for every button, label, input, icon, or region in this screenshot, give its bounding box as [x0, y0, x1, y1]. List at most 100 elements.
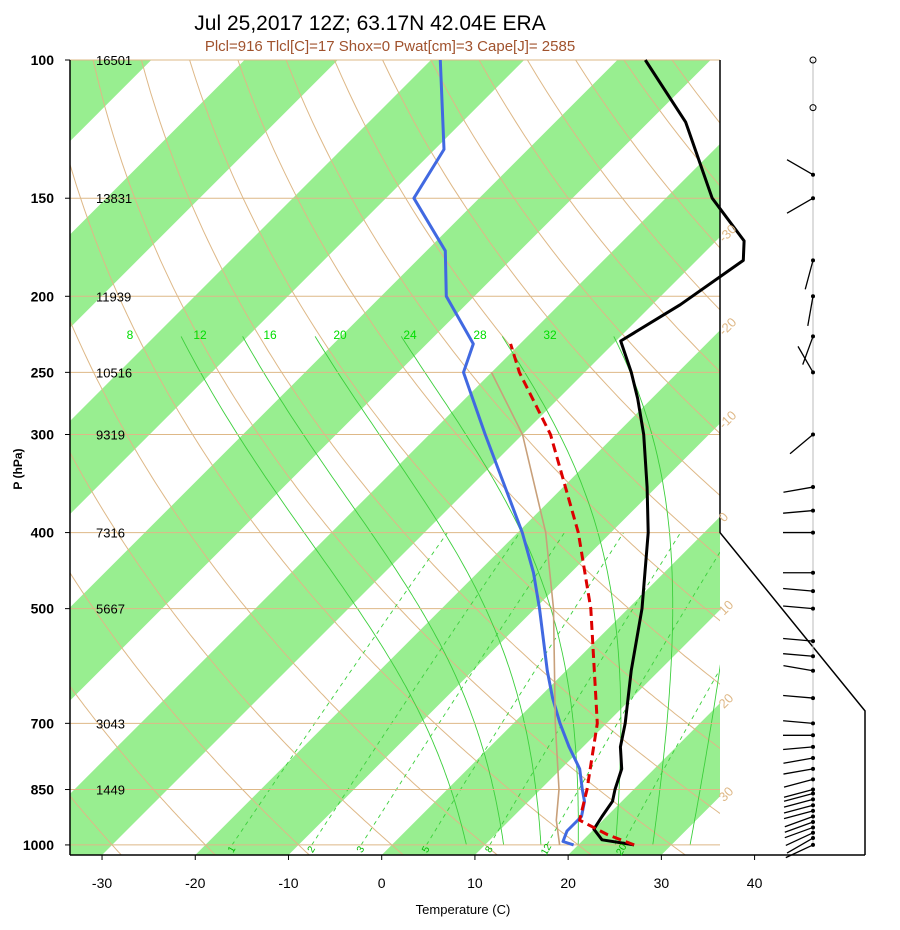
wind-barb — [783, 788, 814, 798]
mixing-ratio-label: 8 — [483, 844, 496, 855]
wind-barb — [785, 832, 814, 847]
wind-barb-dot — [811, 530, 815, 535]
y-tick-label: 150 — [31, 190, 55, 206]
moist-adiabat-lines — [180, 336, 720, 846]
moist-adiabat-label: 28 — [473, 328, 487, 342]
dry-adiabat — [755, 43, 900, 862]
dry-adiabat — [92, 60, 687, 855]
wind-barb — [783, 804, 814, 814]
right-outline — [719, 60, 866, 855]
moist-adiabat — [314, 336, 542, 845]
wind-barb-dot — [811, 196, 815, 201]
height-label: 11939 — [96, 289, 131, 304]
y-tick-label: 700 — [31, 715, 55, 731]
moist-adiabat — [689, 664, 720, 845]
moist-adiabat-label: 20 — [333, 328, 347, 342]
wind-barb-dot — [811, 777, 815, 782]
x-tick-label: -10 — [278, 875, 298, 891]
green-band — [568, 703, 720, 855]
dry-adiabat — [70, 795, 122, 855]
wind-barb — [783, 605, 814, 610]
wind-barb-dot — [811, 258, 815, 263]
dry-adiabat — [719, 60, 720, 61]
wind-barb — [783, 664, 814, 672]
dry-adiabat — [189, 60, 720, 749]
wind-barb — [783, 486, 814, 493]
moist-adiabat — [613, 336, 674, 845]
green-band — [70, 60, 525, 515]
moist-adiabat — [242, 336, 505, 845]
wind-barb — [786, 197, 814, 214]
height-label: 10516 — [96, 365, 132, 380]
mixing-ratio-label: 3 — [355, 844, 368, 855]
calm-wind — [809, 104, 817, 112]
wind-barb-dot — [811, 294, 815, 299]
chart-title: Jul 25,2017 12Z; 63.17N 42.04E ERA — [194, 12, 545, 35]
y-tick-label: 250 — [31, 364, 55, 380]
wind-barb-dot — [811, 432, 815, 437]
moist-adiabat — [400, 336, 579, 845]
wind-barb-dot — [811, 696, 815, 701]
dry-adiabat — [70, 451, 405, 855]
mixing-ratio-label: 12 — [539, 842, 554, 858]
mixing-ratio-line — [489, 532, 681, 846]
y-tick-label: 100 — [31, 52, 55, 68]
wind-barb-dot — [811, 830, 815, 835]
green-band — [70, 60, 711, 701]
y-tick-label: 500 — [31, 601, 55, 617]
wind-barb-dot — [811, 721, 815, 726]
wind-barb-dot — [811, 797, 815, 802]
wind-barb-dot — [811, 803, 815, 808]
wind-barb-dot — [811, 639, 815, 644]
calm-wind — [809, 56, 817, 64]
dry-adiabat — [382, 60, 720, 497]
wind-barb — [784, 821, 814, 833]
x-tick-label: 10 — [467, 875, 483, 891]
wind-barb — [786, 159, 814, 176]
height-label: 1449 — [96, 783, 125, 798]
x-tick-label: -30 — [92, 875, 112, 891]
wind-barb — [797, 346, 814, 373]
y-tick-label: 300 — [31, 427, 55, 443]
axes-frame — [69, 60, 866, 856]
isobar-lines — [70, 59, 720, 846]
moist-adiabat-label: 32 — [543, 328, 557, 342]
moist-adiabat — [180, 336, 467, 846]
mixing-ratio-line — [426, 532, 624, 846]
wind-barb-dot — [811, 172, 815, 177]
wind-barb — [783, 694, 814, 699]
green-band — [381, 516, 720, 855]
wind-barbs — [783, 56, 817, 859]
wind-barb — [804, 260, 814, 290]
wind-barb-dot — [811, 606, 815, 611]
wind-barb-dot — [811, 808, 815, 813]
wind-barb — [802, 336, 814, 365]
wind-barb — [783, 792, 814, 802]
wind-barb-dot — [811, 842, 815, 847]
green-band — [755, 60, 900, 855]
wind-barb — [789, 434, 814, 455]
wind-barb-dot — [811, 508, 815, 513]
green-band — [70, 60, 338, 328]
mixing-ratio-label: 1 — [226, 844, 239, 855]
wind-barb-dot — [811, 334, 815, 339]
x-tick-label: 20 — [560, 875, 576, 891]
wind-barb — [784, 826, 814, 839]
wind-barb — [783, 637, 814, 642]
wind-barb-dot — [811, 836, 815, 841]
height-label: 16501 — [96, 53, 132, 68]
wind-barb — [784, 815, 814, 828]
height-label: 9319 — [96, 428, 125, 443]
wind-barb — [783, 810, 814, 820]
wind-barb — [783, 768, 814, 775]
mixing-ratio-label: 5 — [420, 844, 433, 855]
wind-barb — [783, 778, 814, 788]
wind-barb — [786, 837, 814, 854]
dry-adiabat — [70, 162, 593, 855]
wind-barb-dot — [811, 820, 815, 825]
wind-barb — [783, 757, 814, 764]
environmental-virtual-temperature-line — [490, 372, 561, 846]
wind-barb — [783, 587, 814, 592]
